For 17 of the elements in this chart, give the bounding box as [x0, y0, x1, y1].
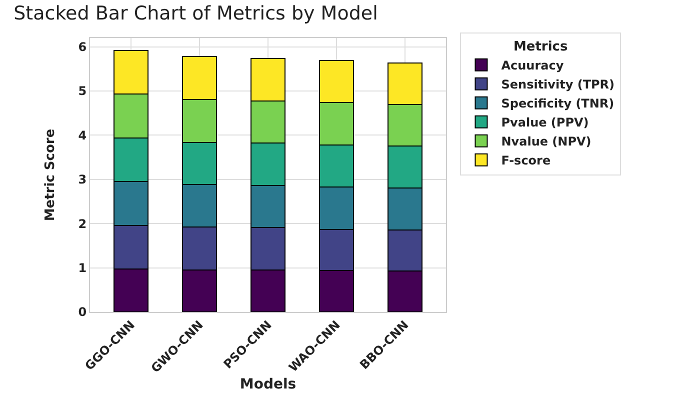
legend-label: F-score	[501, 154, 551, 168]
legend-label: Specificity (TNR)	[501, 96, 614, 111]
y-tick-label: 6	[78, 40, 87, 54]
x-axis-title: Models	[240, 376, 296, 393]
y-axis-title: Metric Score	[43, 128, 58, 222]
y-tick-label: 4	[78, 128, 87, 142]
legend-title: Metrics	[513, 39, 568, 54]
legend-label: Sensitivity (TPR)	[501, 78, 615, 92]
legend-label: Pvalue (PPV)	[501, 116, 589, 130]
chart-title: Stacked Bar Chart of Metrics by Model	[14, 2, 378, 24]
y-tick-label: 0	[78, 305, 87, 320]
y-tick-label: 1	[78, 261, 87, 276]
legend-label: Nvalue (NPV)	[501, 134, 592, 149]
y-tick-label: 3	[78, 172, 87, 187]
y-tick-label: 2	[78, 216, 87, 231]
legend-label: Acuuracy	[501, 58, 564, 73]
y-tick-label: 5	[78, 84, 87, 98]
